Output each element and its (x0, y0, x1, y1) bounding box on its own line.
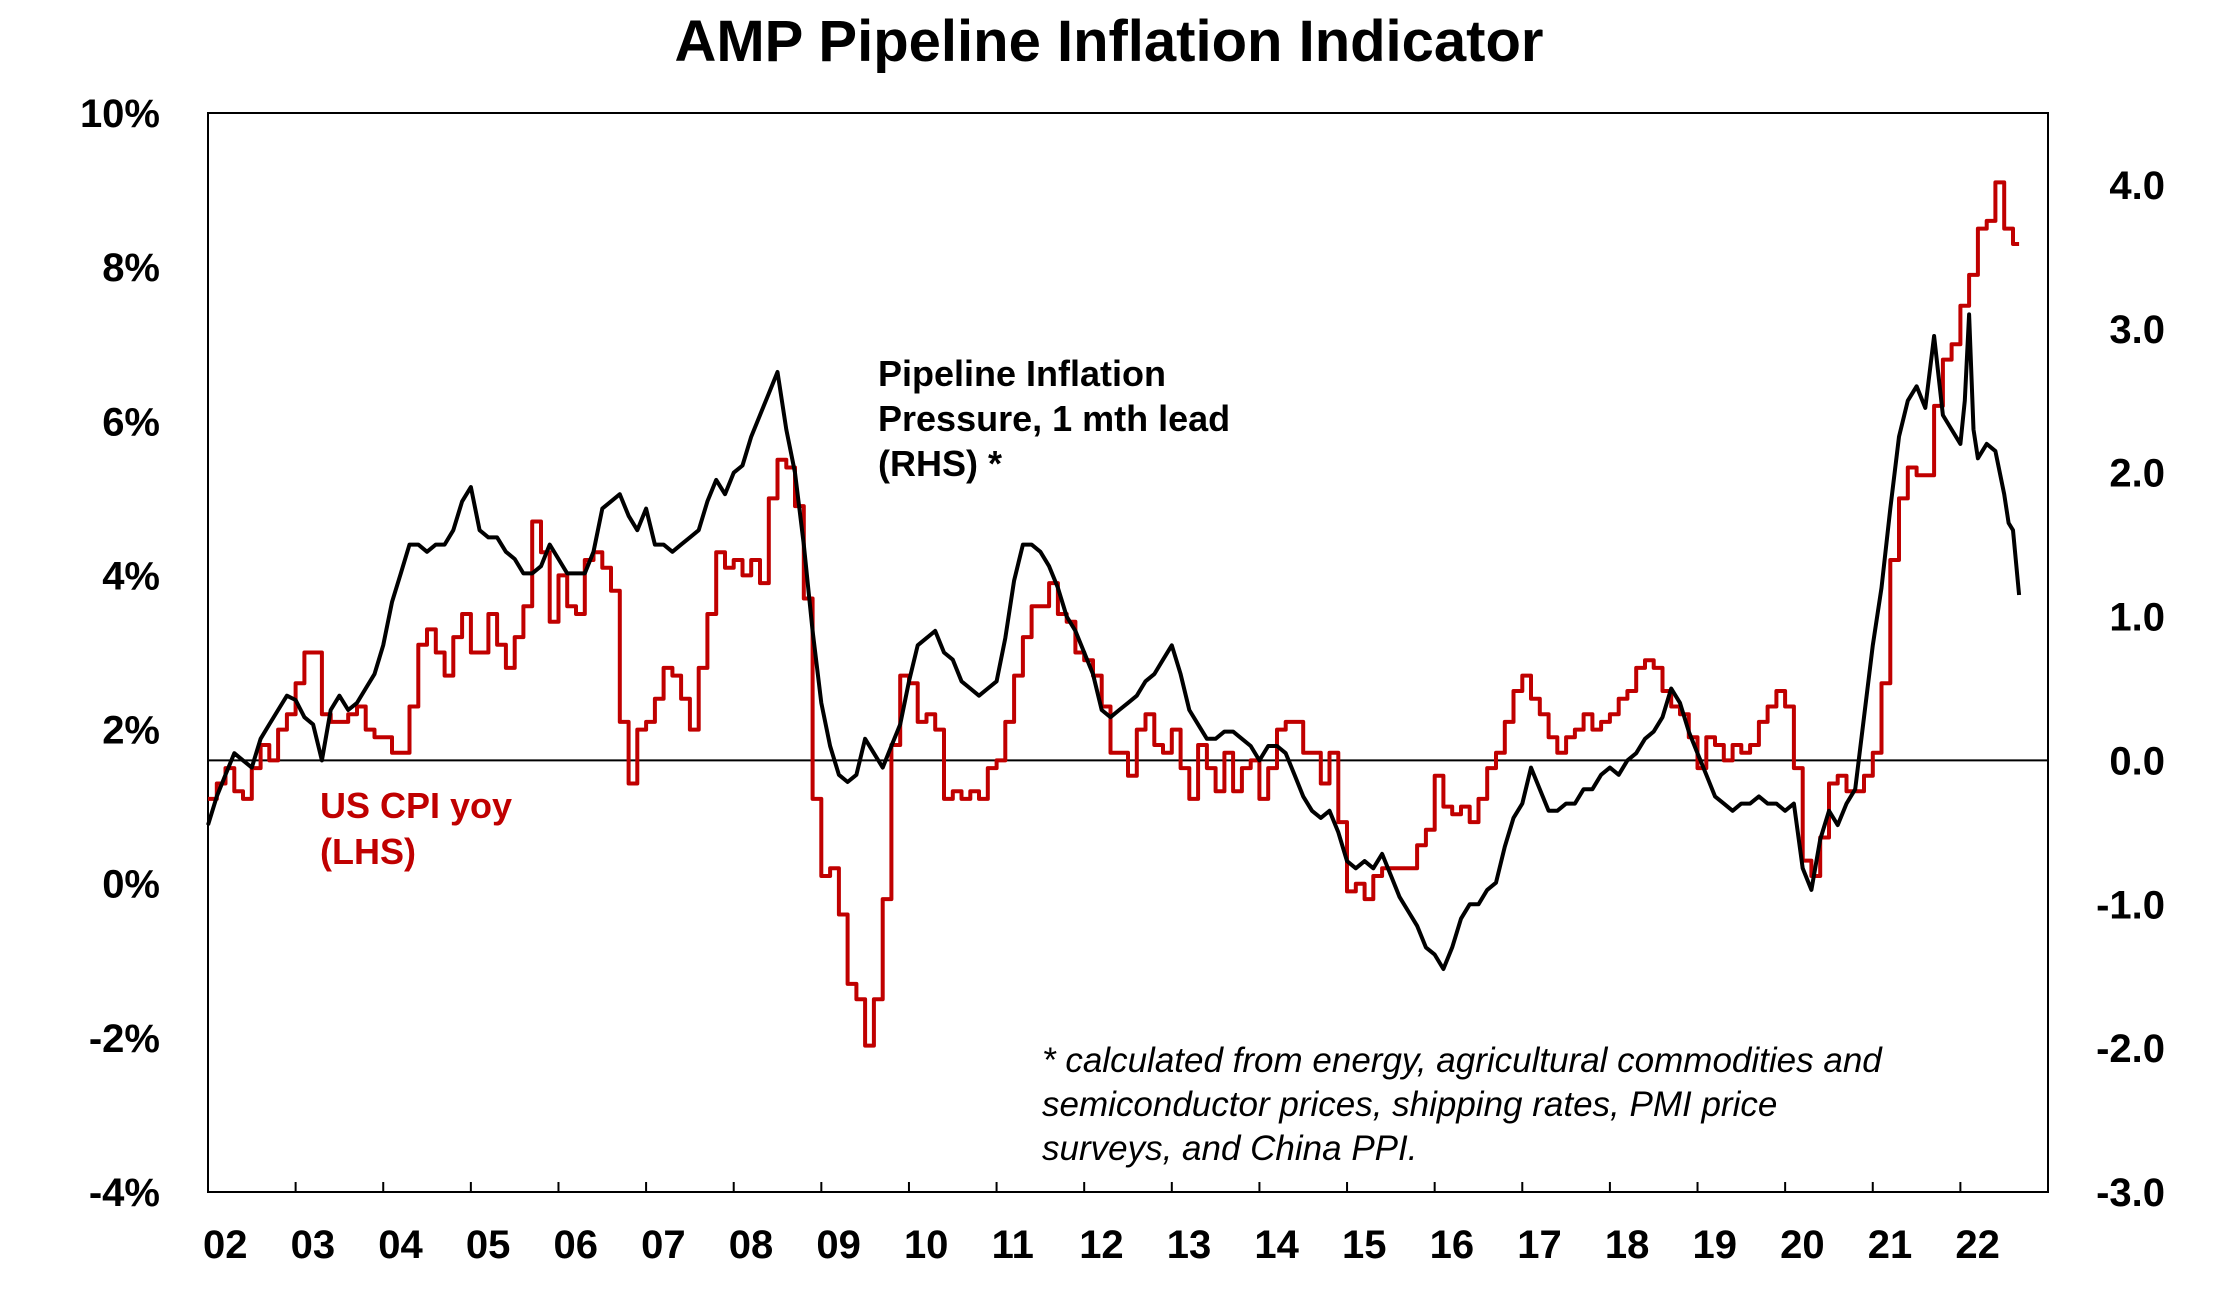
right-tick-label: 2.0 (2109, 452, 2165, 496)
x-tick-label: 02 (203, 1223, 248, 1267)
x-tick-label: 17 (1517, 1223, 1562, 1267)
left-tick-label: 4% (102, 554, 160, 598)
cpi-series-line (208, 180, 2020, 1048)
x-tick-label: 05 (466, 1223, 511, 1267)
pipeline-label-line-2: Pressure, 1 mth lead (878, 398, 1230, 439)
right-axis: 4.0 3.0 2.0 1.0 0.0 -1.0 -2.0 -3.0 (2096, 164, 2165, 1215)
left-axis: 10% 8% 6% 4% 2% 0% -2% -4% (80, 92, 160, 1215)
x-tick-label: 21 (1868, 1223, 1913, 1267)
series-group (206, 180, 2022, 1048)
x-tick-label: 09 (816, 1223, 861, 1267)
right-tick-label: 4.0 (2109, 164, 2165, 208)
pipeline-series-label: Pipeline Inflation Pressure, 1 mth lead … (878, 353, 1240, 484)
x-tick-label: 20 (1780, 1223, 1825, 1267)
x-tick-label: 16 (1430, 1223, 1475, 1267)
cpi-label-line-2: (LHS) (320, 831, 416, 872)
x-tick-label: 12 (1079, 1223, 1124, 1267)
x-tick-label: 15 (1342, 1223, 1387, 1267)
footnote: * calculated from energy, agricultural c… (1042, 1041, 1891, 1168)
left-tick-label: 2% (102, 709, 160, 753)
x-tick-label: 03 (291, 1223, 336, 1267)
right-tick-label: 0.0 (2109, 739, 2165, 783)
x-tick-label: 19 (1693, 1223, 1738, 1267)
x-tick-label: 07 (641, 1223, 686, 1267)
x-tick-label: 18 (1605, 1223, 1650, 1267)
x-tick-label: 14 (1254, 1223, 1299, 1267)
x-tick-label: 06 (553, 1223, 598, 1267)
x-tick-label: 22 (1955, 1223, 2000, 1267)
left-tick-label: -2% (89, 1017, 160, 1061)
cpi-label-line-1: US CPI yoy (320, 785, 512, 826)
right-tick-label: 1.0 (2109, 596, 2165, 640)
footnote-line-3: surveys, and China PPI. (1042, 1129, 1417, 1168)
x-tick-label: 11 (992, 1223, 1034, 1267)
left-tick-label: -4% (89, 1171, 160, 1215)
pipeline-series-line (206, 312, 2022, 971)
left-tick-label: 8% (102, 246, 160, 290)
pipeline-label-line-3: (RHS) * (878, 443, 1002, 484)
cpi-series-label: US CPI yoy (LHS) (320, 785, 522, 872)
right-tick-label: -1.0 (2096, 883, 2165, 927)
chart-title: AMP Pipeline Inflation Indicator (674, 9, 1544, 74)
footnote-line-1: * calculated from energy, agricultural c… (1042, 1041, 1883, 1080)
footnote-line-2: semiconductor prices, shipping rates, PM… (1042, 1085, 1777, 1124)
x-tick-label: 08 (729, 1223, 774, 1267)
left-tick-label: 6% (102, 400, 160, 444)
x-axis: 02 03 04 05 06 07 08 09 10 11 12 13 14 15 16 17 18 19 20 21… (203, 1182, 2000, 1267)
right-tick-label: 3.0 (2109, 308, 2165, 352)
x-tick-label: 04 (378, 1223, 423, 1267)
x-tick-label: 10 (904, 1223, 949, 1267)
left-tick-label: 10% (80, 92, 160, 136)
left-tick-label: 0% (102, 863, 160, 907)
pipeline-label-line-1: Pipeline Inflation (878, 353, 1166, 394)
right-tick-label: -2.0 (2096, 1027, 2165, 1071)
right-tick-label: -3.0 (2096, 1171, 2165, 1215)
x-tick-label: 13 (1167, 1223, 1212, 1267)
